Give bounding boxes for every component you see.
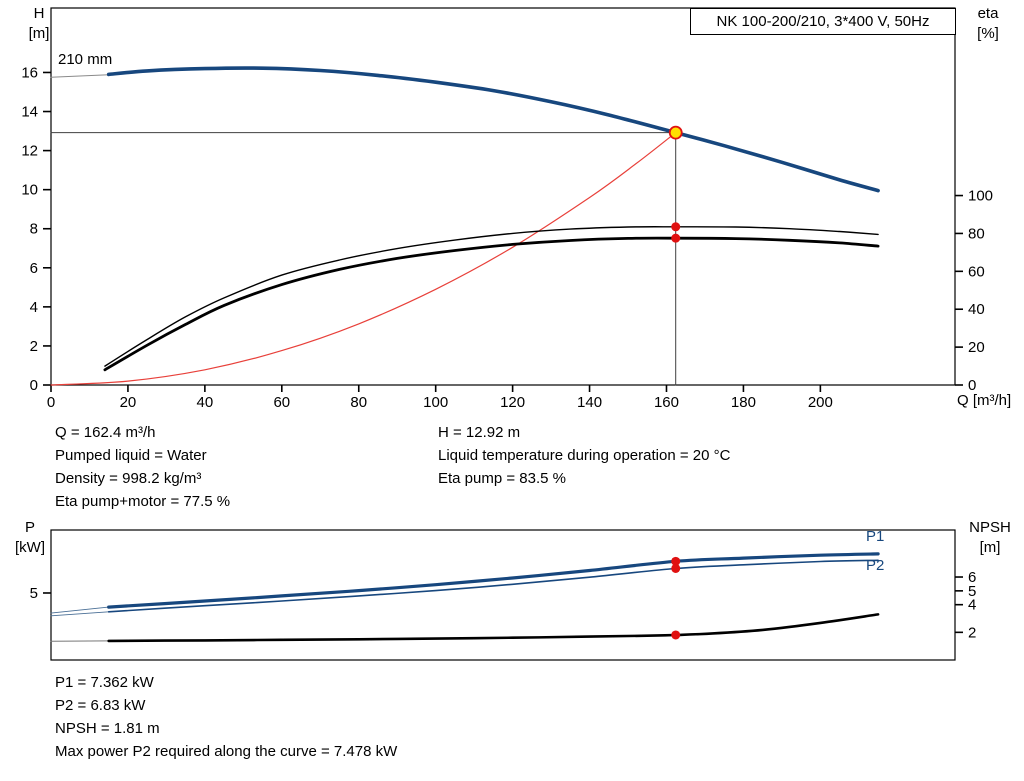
svg-text:16: 16	[21, 64, 38, 81]
p-axis-label: P [kW]	[8, 518, 52, 558]
eta-axis-label: eta [%]	[968, 4, 1008, 44]
svg-text:20: 20	[968, 339, 985, 356]
svg-text:0: 0	[968, 377, 976, 394]
svg-text:60: 60	[968, 263, 985, 280]
npsh-axis-label-unit: [m]	[979, 539, 1001, 556]
svg-text:0: 0	[47, 394, 55, 411]
svg-text:4: 4	[968, 597, 976, 614]
svg-text:14: 14	[21, 104, 38, 121]
svg-text:5: 5	[30, 585, 38, 602]
svg-text:5: 5	[968, 583, 976, 600]
annotation-eta-pump: Eta pump = 83.5 %	[438, 470, 566, 487]
impeller-diameter-label: 210 mm	[58, 51, 113, 68]
svg-text:2: 2	[968, 624, 976, 641]
annotation-p1: P1 = 7.362 kW	[55, 674, 154, 691]
operating-data-left-column: Q = 162.4 m³/h Pumped liquid = Water Den…	[55, 421, 230, 513]
svg-text:2: 2	[30, 338, 38, 355]
svg-text:12: 12	[21, 143, 38, 160]
p-axis-label-symbol: P	[24, 519, 35, 536]
svg-text:40: 40	[197, 394, 214, 411]
svg-text:80: 80	[350, 394, 367, 411]
h-axis-label-symbol: H	[33, 5, 45, 22]
annotation-max-power: Max power P2 required along the curve = …	[55, 743, 398, 760]
npsh-axis-label: NPSH [m]	[962, 518, 1018, 558]
svg-text:180: 180	[731, 394, 756, 411]
svg-text:4: 4	[30, 299, 38, 316]
p2-curve-label: P2	[866, 557, 885, 574]
annotation-eta-pump-motor: Eta pump+motor = 77.5 %	[55, 493, 231, 510]
svg-text:0: 0	[30, 377, 38, 394]
annotation-liquid-temperature: Liquid temperature during operation = 20…	[438, 447, 731, 464]
svg-text:6: 6	[968, 569, 976, 586]
eta-axis-label-unit: [%]	[977, 25, 999, 42]
q-axis-label: Q [m³/h]	[957, 392, 1012, 409]
annotation-pumped-liquid: Pumped liquid = Water	[55, 447, 207, 464]
svg-text:6: 6	[30, 260, 38, 277]
svg-text:200: 200	[808, 394, 833, 411]
power-data-column: P1 = 7.362 kW P2 = 6.83 kW NPSH = 1.81 m…	[55, 671, 397, 763]
svg-text:160: 160	[654, 394, 679, 411]
h-axis-label: H [m]	[22, 4, 56, 44]
eta-axis-label-symbol: eta	[977, 5, 999, 22]
svg-text:100: 100	[968, 188, 993, 205]
svg-text:140: 140	[577, 394, 602, 411]
annotation-q: Q = 162.4 m³/h	[55, 424, 156, 441]
npsh-axis-label-symbol: NPSH	[969, 519, 1011, 536]
annotation-density: Density = 998.2 kg/m³	[55, 470, 202, 487]
svg-text:40: 40	[968, 301, 985, 318]
svg-text:120: 120	[500, 394, 525, 411]
operating-data-right-column: H = 12.92 m Liquid temperature during op…	[438, 421, 730, 490]
svg-text:20: 20	[120, 394, 137, 411]
svg-text:60: 60	[273, 394, 290, 411]
p1-curve-label: P1	[866, 528, 885, 545]
annotation-p2: P2 = 6.83 kW	[55, 697, 146, 714]
svg-text:80: 80	[968, 225, 985, 242]
p-axis-label-unit: [kW]	[15, 539, 45, 556]
annotation-h: H = 12.92 m	[438, 424, 521, 441]
svg-text:100: 100	[423, 394, 448, 411]
h-axis-label-unit: [m]	[28, 25, 50, 42]
svg-text:8: 8	[30, 221, 38, 238]
svg-text:10: 10	[21, 182, 38, 199]
annotation-npsh: NPSH = 1.81 m	[55, 720, 160, 737]
pump-title-box: NK 100-200/210, 3*400 V, 50Hz	[690, 8, 956, 35]
